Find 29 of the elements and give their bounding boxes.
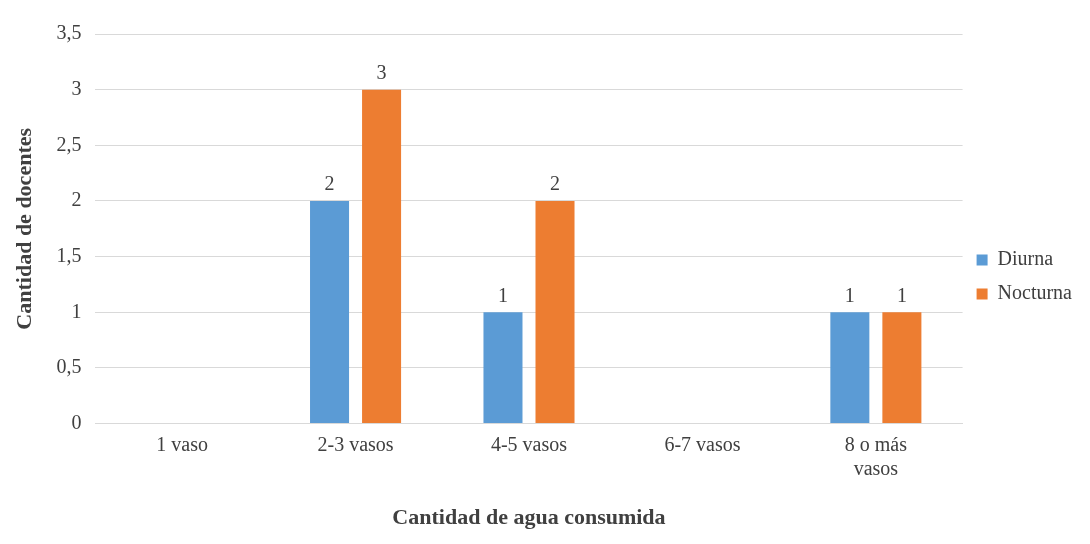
x-tick-label: 2-3 vasos: [317, 432, 394, 455]
data-label: 2: [550, 172, 561, 195]
data-label: 1: [497, 283, 508, 306]
y-tick-label: 0: [71, 410, 82, 433]
y-axis-title: Cantidad de docentes: [10, 127, 36, 330]
data-label: 1: [844, 283, 855, 306]
y-tick-label: 2,5: [56, 132, 82, 155]
x-axis-title: Cantidad de agua consumida: [392, 504, 666, 530]
data-label: 2: [324, 172, 335, 195]
bar: [882, 312, 922, 424]
bar: [310, 200, 350, 424]
bar: [362, 89, 402, 424]
bar: [830, 312, 870, 424]
x-tick-label: 8 o más vasos: [844, 432, 908, 479]
y-tick-label: 3: [71, 76, 82, 99]
y-tick-label: 1,5: [56, 243, 82, 266]
data-label: 3: [376, 60, 387, 83]
y-tick-label: 1: [71, 299, 82, 322]
y-tick-label: 0,5: [56, 355, 82, 378]
y-tick-label: 3,5: [56, 21, 82, 44]
x-tick-label: 6-7 vasos: [664, 432, 741, 455]
x-tick-label: 1 vaso: [156, 432, 208, 455]
y-tick-label: 2: [71, 188, 82, 211]
legend-label: Nocturna: [997, 281, 1073, 304]
bar: [535, 200, 575, 424]
bar: [483, 312, 523, 424]
legend-label: Diurna: [997, 247, 1054, 270]
data-label: 1: [896, 283, 907, 306]
x-tick-label: 4-5 vasos: [490, 432, 568, 455]
